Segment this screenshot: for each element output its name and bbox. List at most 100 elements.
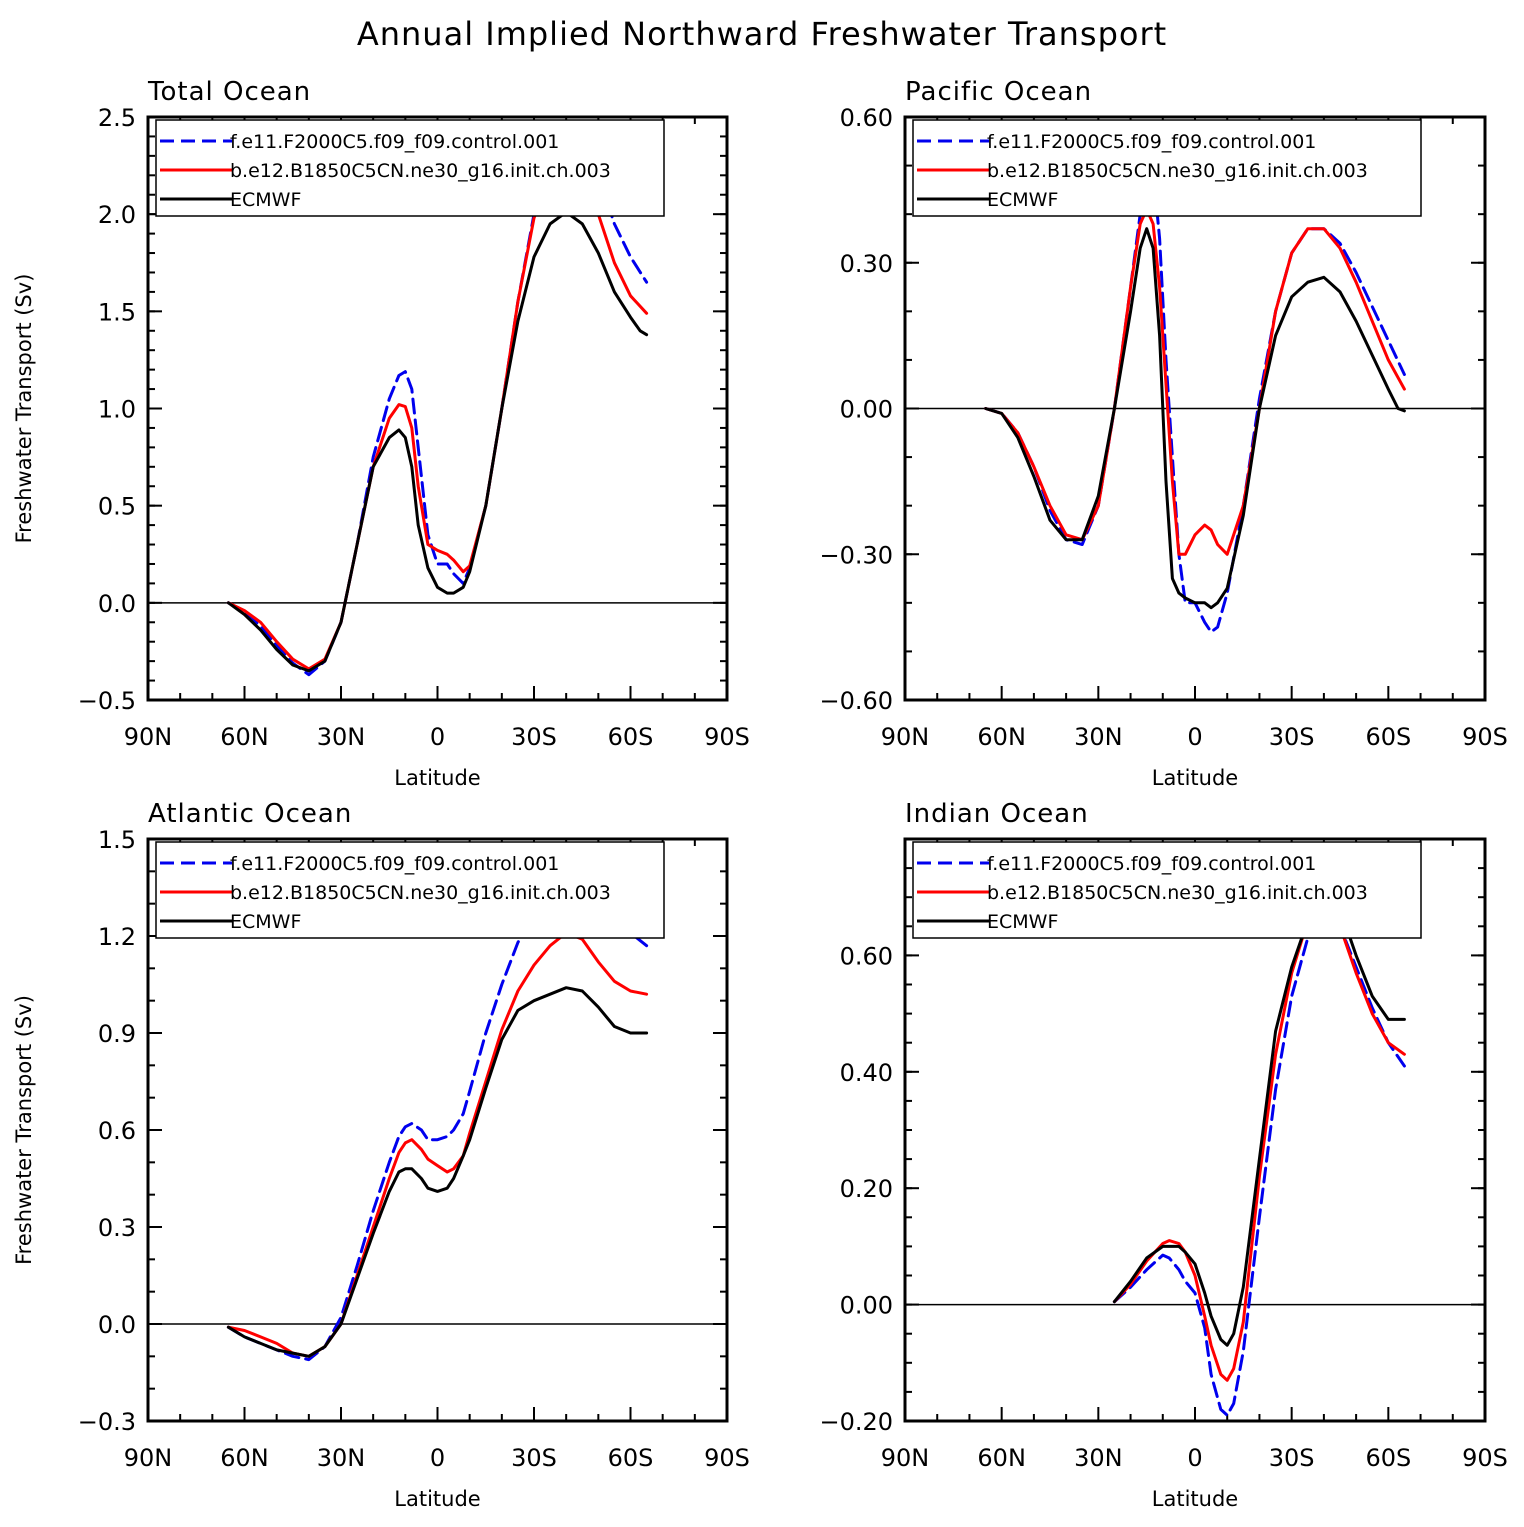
plot-frame <box>903 837 1487 1423</box>
y-tick-label: −0.60 <box>819 687 893 715</box>
x-tick-label: 30N <box>1074 1444 1123 1472</box>
x-tick-label: 60S <box>608 723 654 751</box>
y-axis-label: Freshwater Transport (Sv) <box>12 995 36 1265</box>
x-tick-label: 90S <box>704 1444 750 1472</box>
legend-label: f.e11.F2000C5.f09_f09.control.001 <box>230 853 559 875</box>
y-tick-label: 0.20 <box>840 1175 893 1203</box>
x-tick-label: 30S <box>511 1444 557 1472</box>
x-tick-label: 60N <box>977 1444 1026 1472</box>
y-tick-label: 0.0 <box>98 1311 136 1339</box>
series-line-coupled <box>984 207 1406 556</box>
series-line-coupled <box>226 160 649 671</box>
x-tick-label: 30S <box>1269 1444 1315 1472</box>
panels-group: Total Ocean 90N 60N 30N 0 30S 60S 90S −0.5 0.0 0.5… <box>12 77 1508 1511</box>
series-line-control <box>984 164 1406 634</box>
legend-label: ECMWF <box>987 189 1058 211</box>
y-tick-label: 1.5 <box>98 826 136 854</box>
panel-indian: Indian Ocean 90N 60N 30N 0 30S 60S 90S −0.20 0.00… <box>819 799 1507 1511</box>
panel-pacific: Pacific Ocean 90N 60N 30N 0 30S 60S 90S −0.60 −0.… <box>819 77 1507 790</box>
x-tick-label: 90N <box>881 1444 930 1472</box>
legend-label: b.e12.B1850C5CN.ne30_g16.init.ch.003 <box>987 160 1368 182</box>
legend-label: f.e11.F2000C5.f09_f09.control.001 <box>987 853 1316 875</box>
x-tick-label: 30N <box>317 723 366 751</box>
legend-label: b.e12.B1850C5CN.ne30_g16.init.ch.003 <box>230 882 611 904</box>
series-line-ecmwf <box>226 210 649 673</box>
legend-label: f.e11.F2000C5.f09_f09.control.001 <box>230 131 559 153</box>
y-tick-label: −0.5 <box>78 687 136 715</box>
x-tick-label: 90N <box>881 723 930 751</box>
legend-label: f.e11.F2000C5.f09_f09.control.001 <box>987 131 1316 153</box>
x-tick-label: 90S <box>1462 1444 1508 1472</box>
x-tick-label: 90N <box>124 1444 173 1472</box>
y-tick-label: 0.00 <box>840 1292 893 1320</box>
plot-frame <box>903 115 1487 702</box>
series-line-coupled <box>1112 901 1406 1382</box>
x-axis-label: Latitude <box>394 1487 480 1511</box>
x-tick-label: 0 <box>430 1444 445 1472</box>
series-line-ecmwf <box>1112 895 1406 1347</box>
x-axis-label: Latitude <box>1152 1487 1238 1511</box>
y-tick-label: −0.30 <box>819 541 893 569</box>
panel-title: Pacific Ocean <box>905 77 1092 107</box>
y-tick-label: 0.5 <box>98 493 136 521</box>
x-axis-label: Latitude <box>394 766 480 790</box>
y-tick-label: 0.60 <box>840 104 893 132</box>
x-tick-label: 30N <box>317 1444 366 1472</box>
y-tick-label: 1.0 <box>98 396 136 424</box>
x-tick-label: 0 <box>1187 1444 1202 1472</box>
panel-total: Total Ocean 90N 60N 30N 0 30S 60S 90S −0.5 0.0 0.5… <box>12 77 750 790</box>
panel-atlantic: Atlantic Ocean 90N 60N 30N 0 30S 60S 90S −0.3 0.0… <box>12 799 750 1511</box>
panel-title: Total Ocean <box>147 77 311 107</box>
legend: f.e11.F2000C5.f09_f09.control.001 b.e12.B… <box>912 841 1422 939</box>
y-tick-label: 0.30 <box>840 250 893 278</box>
x-tick-label: 60N <box>220 723 269 751</box>
y-tick-label: 0.3 <box>98 1214 136 1242</box>
x-tick-label: 90S <box>704 723 750 751</box>
series-line-ecmwf <box>226 986 649 1358</box>
legend: f.e11.F2000C5.f09_f09.control.001 b.e12.B… <box>155 119 665 217</box>
y-tick-label: 0.60 <box>840 942 893 970</box>
plot-frame <box>146 837 729 1423</box>
legend-label: b.e12.B1850C5CN.ne30_g16.init.ch.003 <box>230 160 611 182</box>
y-tick-label: 1.2 <box>98 923 136 951</box>
legend-box <box>912 841 1422 939</box>
legend: f.e11.F2000C5.f09_f09.control.001 b.e12.B… <box>912 119 1422 217</box>
legend-label: ECMWF <box>230 189 301 211</box>
legend-box <box>912 119 1422 217</box>
y-tick-label: −0.20 <box>819 1408 893 1436</box>
y-tick-label: −0.3 <box>78 1408 136 1436</box>
x-tick-label: 0 <box>430 723 445 751</box>
series-line-coupled <box>226 931 649 1358</box>
x-tick-label: 60N <box>977 723 1026 751</box>
x-tick-label: 0 <box>1187 723 1202 751</box>
legend-label: ECMWF <box>230 911 301 933</box>
x-tick-label: 60N <box>220 1444 269 1472</box>
x-axis-label: Latitude <box>1152 766 1238 790</box>
legend-label: b.e12.B1850C5CN.ne30_g16.init.ch.003 <box>987 882 1368 904</box>
y-tick-label: 2.5 <box>98 104 136 132</box>
legend-box <box>155 841 665 939</box>
legend: f.e11.F2000C5.f09_f09.control.001 b.e12.B… <box>155 841 665 939</box>
x-tick-label: 60S <box>1365 1444 1411 1472</box>
y-tick-label: 2.0 <box>98 201 136 229</box>
y-tick-label: 0.9 <box>98 1020 136 1048</box>
legend-label: ECMWF <box>987 911 1058 933</box>
y-axis-label: Freshwater Transport (Sv) <box>12 274 36 544</box>
series-line-control <box>226 876 649 1362</box>
legend-box <box>155 119 665 217</box>
x-tick-label: 90S <box>1462 723 1508 751</box>
x-tick-label: 90N <box>124 723 173 751</box>
series-line-ecmwf <box>984 227 1406 610</box>
x-tick-label: 60S <box>1365 723 1411 751</box>
panel-title: Indian Ocean <box>905 799 1089 829</box>
panel-title: Atlantic Ocean <box>148 799 352 829</box>
x-tick-label: 60S <box>608 1444 654 1472</box>
figure-title: Annual Implied Northward Freshwater Tran… <box>357 15 1167 53</box>
x-tick-label: 30N <box>1074 723 1123 751</box>
y-tick-label: 0.0 <box>98 590 136 618</box>
y-tick-label: 1.5 <box>98 298 136 326</box>
y-tick-label: 0.40 <box>840 1059 893 1087</box>
x-tick-label: 30S <box>511 723 557 751</box>
x-tick-label: 30S <box>1269 723 1315 751</box>
